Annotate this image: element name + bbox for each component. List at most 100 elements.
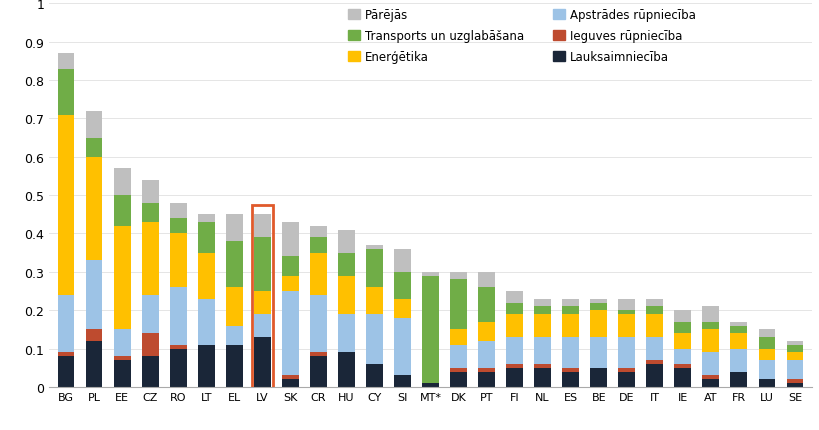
Bar (505, 292, 523, 303)
Bar (618, 368, 635, 372)
Bar (310, 353, 326, 356)
Bar (477, 368, 495, 372)
Bar (394, 375, 410, 387)
Bar (590, 303, 606, 310)
Bar (197, 299, 215, 345)
Bar (758, 337, 775, 349)
Bar (758, 349, 775, 360)
Bar (645, 360, 663, 364)
Bar (450, 345, 466, 368)
Bar (534, 307, 550, 314)
Bar (85, 329, 102, 341)
Bar (758, 379, 775, 387)
Bar (114, 329, 130, 356)
Bar (450, 368, 466, 372)
Bar (645, 299, 663, 307)
Bar (673, 368, 690, 387)
Bar (114, 226, 130, 329)
Bar (394, 318, 410, 375)
Bar (197, 215, 215, 222)
Bar (730, 372, 746, 387)
Bar (57, 356, 75, 387)
Bar (142, 333, 158, 356)
Bar (562, 368, 578, 372)
Bar (254, 337, 270, 387)
Bar (562, 372, 578, 387)
Bar (282, 375, 298, 379)
Bar (197, 222, 215, 253)
Bar (197, 345, 215, 387)
Bar (337, 230, 355, 253)
Bar (590, 337, 606, 368)
Bar (142, 180, 158, 203)
Bar (85, 157, 102, 261)
Bar (85, 341, 102, 387)
Bar (57, 54, 75, 69)
Bar (57, 115, 75, 295)
Bar (225, 242, 242, 288)
Bar (282, 222, 298, 257)
Bar (702, 353, 718, 375)
Bar (730, 322, 746, 326)
Bar (254, 314, 270, 337)
Bar (785, 353, 803, 360)
Bar (282, 379, 298, 387)
Bar (170, 234, 187, 288)
Bar (394, 272, 410, 299)
Bar (618, 372, 635, 387)
Bar (562, 299, 578, 307)
Bar (365, 364, 382, 387)
Bar (702, 307, 718, 322)
Bar (562, 337, 578, 368)
Bar (225, 326, 242, 345)
Bar (645, 364, 663, 387)
Bar (422, 272, 438, 276)
Bar (702, 379, 718, 387)
Bar (450, 330, 466, 345)
Bar (85, 111, 102, 138)
Bar (673, 349, 690, 364)
Bar (337, 253, 355, 276)
Legend: Pārējās, Transports un uzglabāšana, Enerģētika, Apstrādes rūpniecība, Ieguves rū: Pārējās, Transports un uzglabāšana, Ener… (346, 6, 697, 67)
Bar (337, 353, 355, 387)
Bar (57, 69, 75, 115)
Bar (310, 356, 326, 387)
Bar (310, 295, 326, 353)
Bar (505, 337, 523, 364)
Bar (645, 337, 663, 360)
Bar (785, 360, 803, 379)
Bar (534, 368, 550, 387)
Bar (114, 169, 130, 196)
Bar (477, 372, 495, 387)
Bar (477, 288, 495, 322)
Bar (505, 303, 523, 314)
Bar (562, 307, 578, 314)
Bar (365, 288, 382, 314)
Bar (225, 288, 242, 326)
Bar (142, 356, 158, 387)
Bar (730, 326, 746, 333)
Bar (254, 215, 270, 238)
Bar (702, 329, 718, 353)
Bar (730, 333, 746, 349)
Bar (450, 280, 466, 329)
Bar (534, 364, 550, 368)
Bar (142, 203, 158, 222)
Bar (114, 196, 130, 226)
Bar (618, 314, 635, 337)
Bar (534, 314, 550, 337)
Bar (673, 310, 690, 322)
Bar (142, 222, 158, 295)
Bar (590, 368, 606, 387)
Bar (450, 372, 466, 387)
Bar (534, 337, 550, 364)
Bar (170, 203, 187, 218)
Bar (170, 349, 187, 387)
Bar (505, 364, 523, 368)
Bar (114, 360, 130, 387)
Bar (422, 276, 438, 383)
Bar (590, 299, 606, 303)
Bar (170, 288, 187, 345)
Bar (310, 253, 326, 295)
Bar (57, 295, 75, 353)
